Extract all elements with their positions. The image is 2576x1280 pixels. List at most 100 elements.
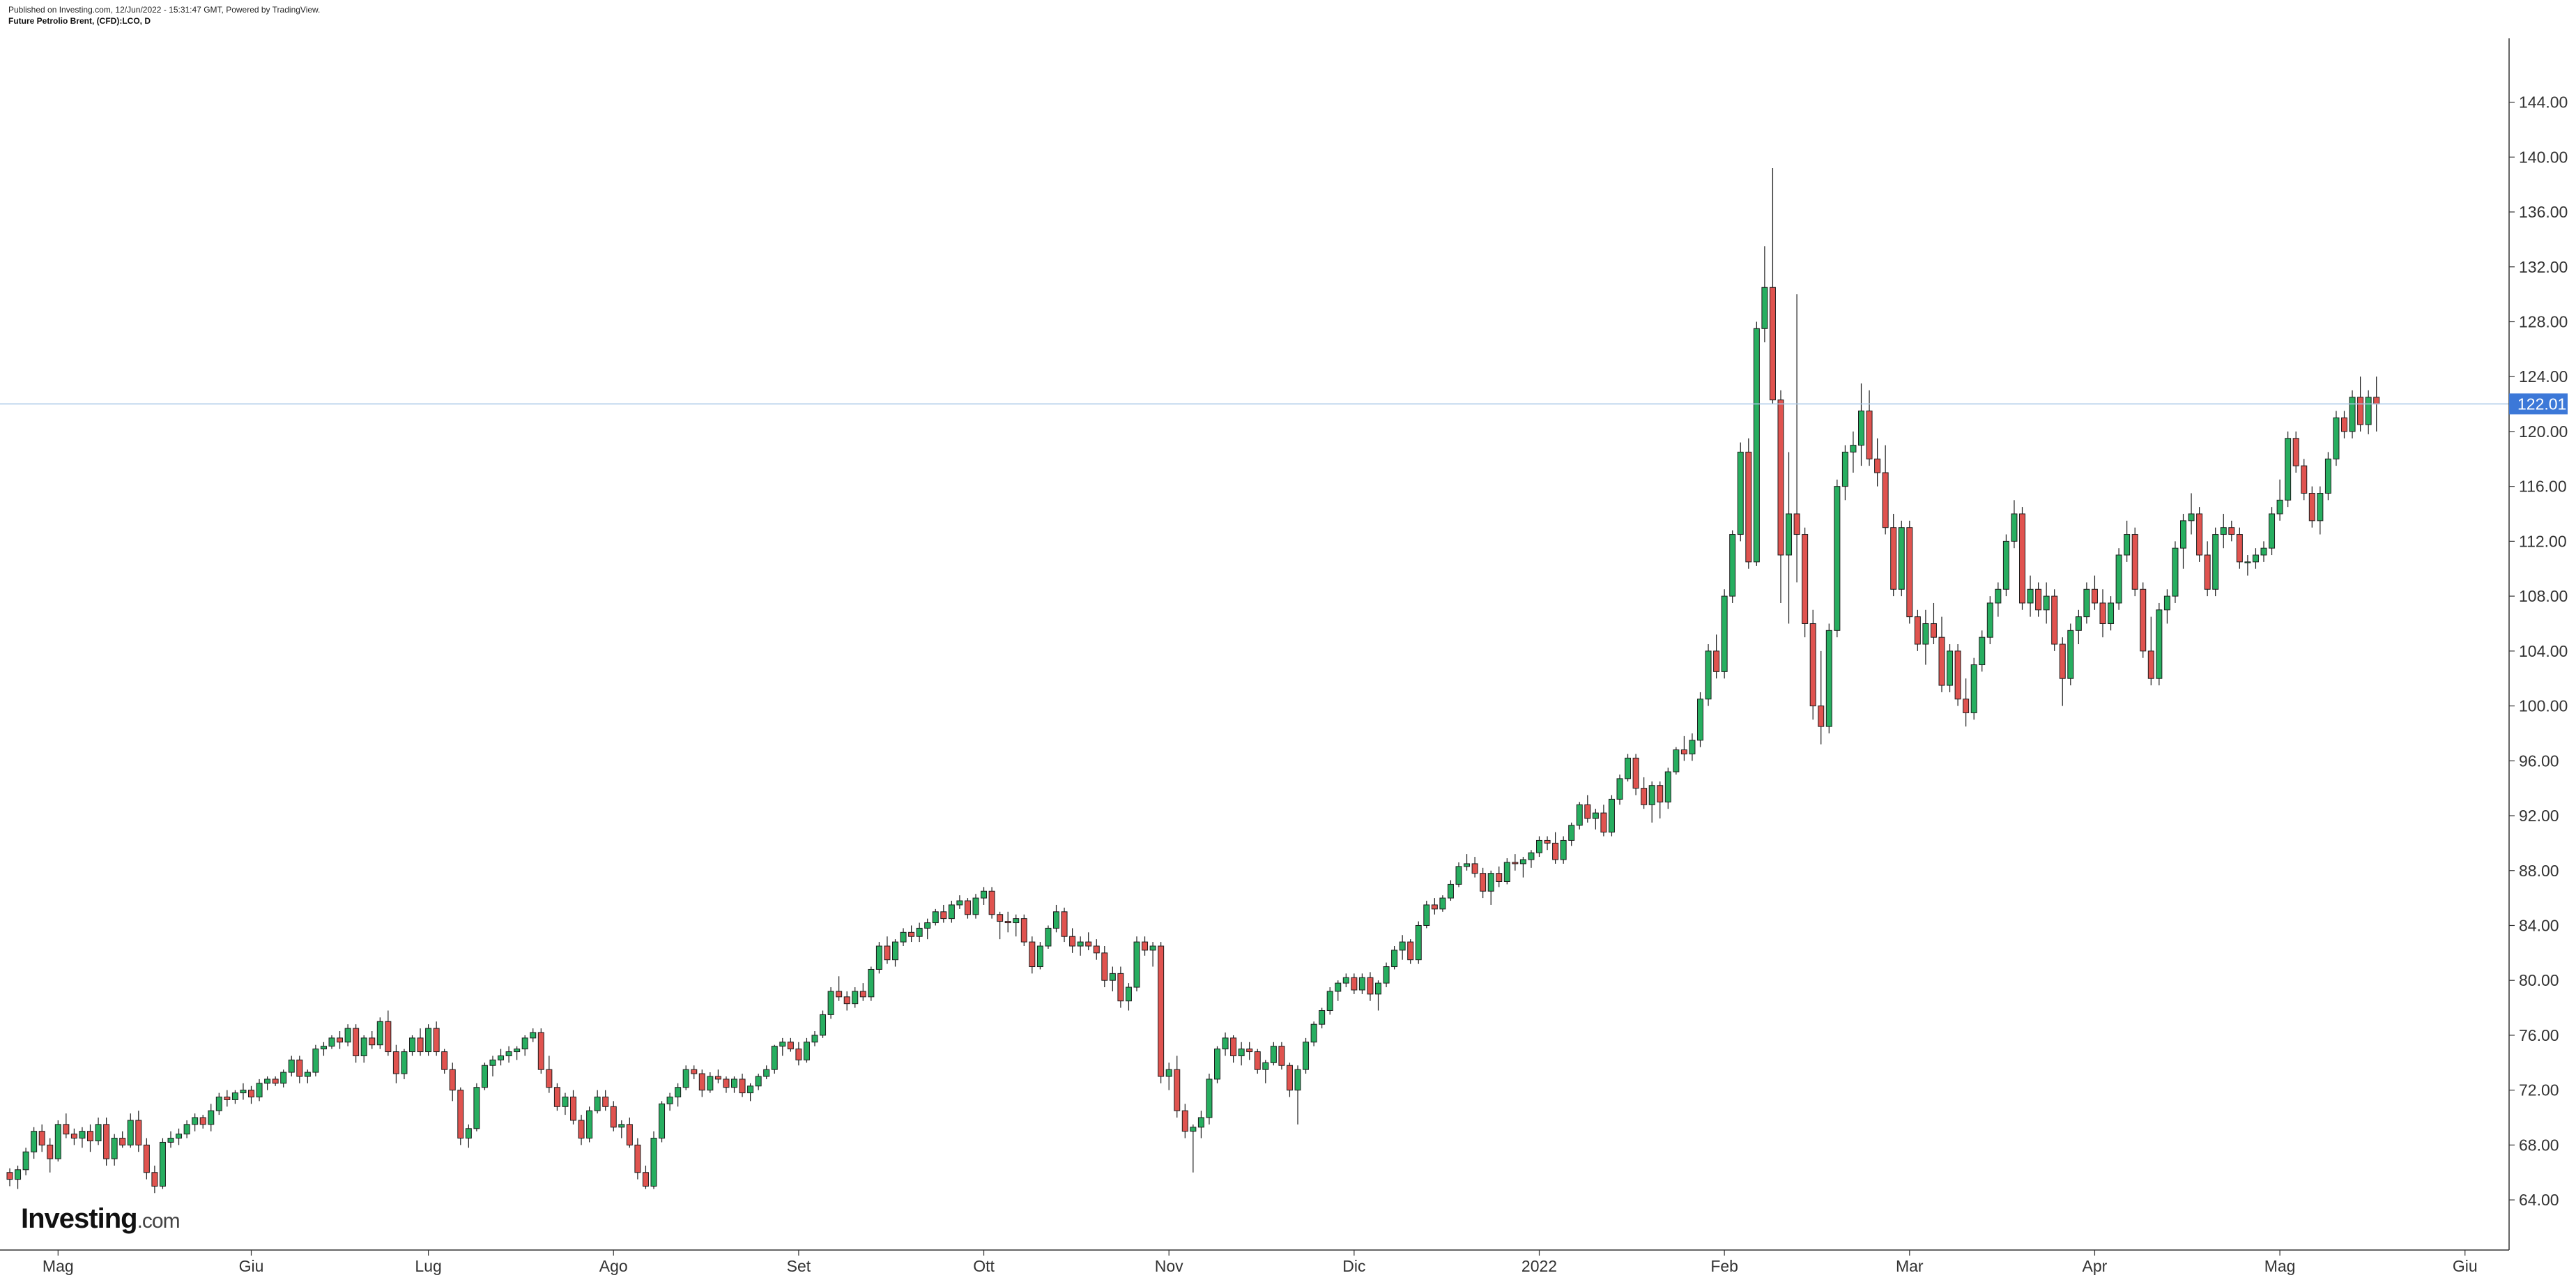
candle-body	[70, 1134, 77, 1139]
candle-body	[1165, 1069, 1172, 1077]
candle-body	[820, 1014, 827, 1036]
candle-body	[6, 1172, 13, 1180]
candle	[1262, 1060, 1269, 1083]
instrument-title: Future Petrolio Brent, (CFD):LCO, D	[8, 16, 151, 26]
candle	[2108, 596, 2115, 631]
candle	[908, 925, 915, 943]
candle-body	[859, 991, 866, 998]
candle	[87, 1124, 93, 1152]
candle	[1680, 736, 1687, 761]
candle-body	[1995, 588, 2002, 604]
candle-body	[2124, 534, 2131, 556]
candle	[1246, 1042, 1253, 1060]
candle-body	[1512, 862, 1519, 864]
candle-body	[514, 1049, 521, 1053]
candle	[1125, 983, 1132, 1011]
y-tick-label: 96.00	[2519, 752, 2559, 770]
candle-body	[401, 1051, 408, 1074]
candle-body	[1906, 527, 1913, 618]
candle-body	[875, 945, 882, 970]
candle	[1303, 1037, 1310, 1074]
candle-body	[385, 1021, 392, 1053]
candle-body	[1020, 918, 1027, 943]
candle-body	[224, 1097, 231, 1100]
candle-body	[344, 1028, 351, 1043]
candle	[6, 1168, 13, 1187]
candle	[31, 1127, 38, 1159]
candle	[2349, 390, 2356, 439]
candle-body	[731, 1079, 737, 1088]
candle	[119, 1131, 126, 1148]
candle	[1319, 1007, 1326, 1029]
candle	[1947, 644, 1954, 692]
candle-body	[1085, 941, 1092, 947]
candle	[111, 1134, 118, 1166]
candle	[553, 1083, 560, 1111]
candle-body	[1938, 637, 1945, 686]
candle	[2115, 548, 2122, 610]
candle	[1214, 1046, 1220, 1083]
candle-body	[1351, 977, 1358, 991]
candle-body	[1077, 941, 1084, 947]
candle-body	[498, 1055, 505, 1060]
x-tick-label: Lug	[415, 1257, 441, 1275]
y-tick-label: 124.00	[2519, 367, 2568, 386]
candle-body	[1753, 328, 1760, 563]
candle	[1254, 1049, 1261, 1074]
candle-body	[1093, 945, 1100, 954]
x-tick-label: Giu	[239, 1257, 264, 1275]
y-tick-label: 140.00	[2519, 148, 2568, 166]
candle	[1222, 1032, 1229, 1056]
candle	[47, 1138, 54, 1173]
candle-body	[208, 1110, 215, 1125]
candle	[537, 1028, 544, 1074]
candle	[1850, 431, 1857, 473]
candle-body	[1036, 945, 1043, 968]
candle-body	[1254, 1051, 1261, 1070]
candle-body	[2276, 499, 2283, 515]
candle	[240, 1083, 247, 1100]
candle	[1536, 836, 1542, 858]
candle	[1181, 1104, 1188, 1138]
candle	[1568, 822, 1575, 846]
candle-body	[151, 1172, 158, 1187]
candle-body	[1664, 771, 1671, 802]
candle-body	[1230, 1037, 1237, 1056]
candle	[723, 1076, 730, 1093]
candle-body	[1149, 945, 1156, 951]
candle-body	[2212, 534, 2219, 590]
candle-body	[739, 1079, 746, 1094]
candle	[1954, 644, 1961, 706]
candle	[981, 887, 988, 905]
candle	[682, 1065, 689, 1090]
candle-body	[2011, 513, 2018, 542]
candle-body	[489, 1059, 496, 1066]
candle	[1938, 616, 1945, 692]
candle-body	[1673, 749, 1680, 772]
candle	[159, 1138, 166, 1189]
candle-body	[787, 1042, 794, 1050]
candle	[1922, 609, 1929, 665]
candle-body	[1882, 472, 1889, 528]
candle	[1818, 650, 1825, 745]
candle	[2140, 582, 2147, 658]
candle-body	[87, 1131, 93, 1141]
candle-body	[586, 1110, 593, 1139]
candle-body	[63, 1124, 70, 1135]
candle-body	[666, 1097, 673, 1104]
candle-body	[562, 1097, 569, 1107]
candle-body	[1625, 757, 1632, 779]
candle	[546, 1056, 553, 1093]
candle-body	[2285, 438, 2292, 501]
candle	[1979, 630, 1986, 672]
candle	[875, 942, 882, 974]
candle	[1415, 921, 1422, 964]
candle-body	[2236, 534, 2243, 563]
candle-body	[1447, 883, 1454, 899]
candle-body	[2027, 588, 2034, 604]
candle	[1560, 836, 1567, 864]
candle	[2019, 507, 2025, 610]
candle-body	[159, 1141, 166, 1187]
candle	[1464, 854, 1471, 871]
